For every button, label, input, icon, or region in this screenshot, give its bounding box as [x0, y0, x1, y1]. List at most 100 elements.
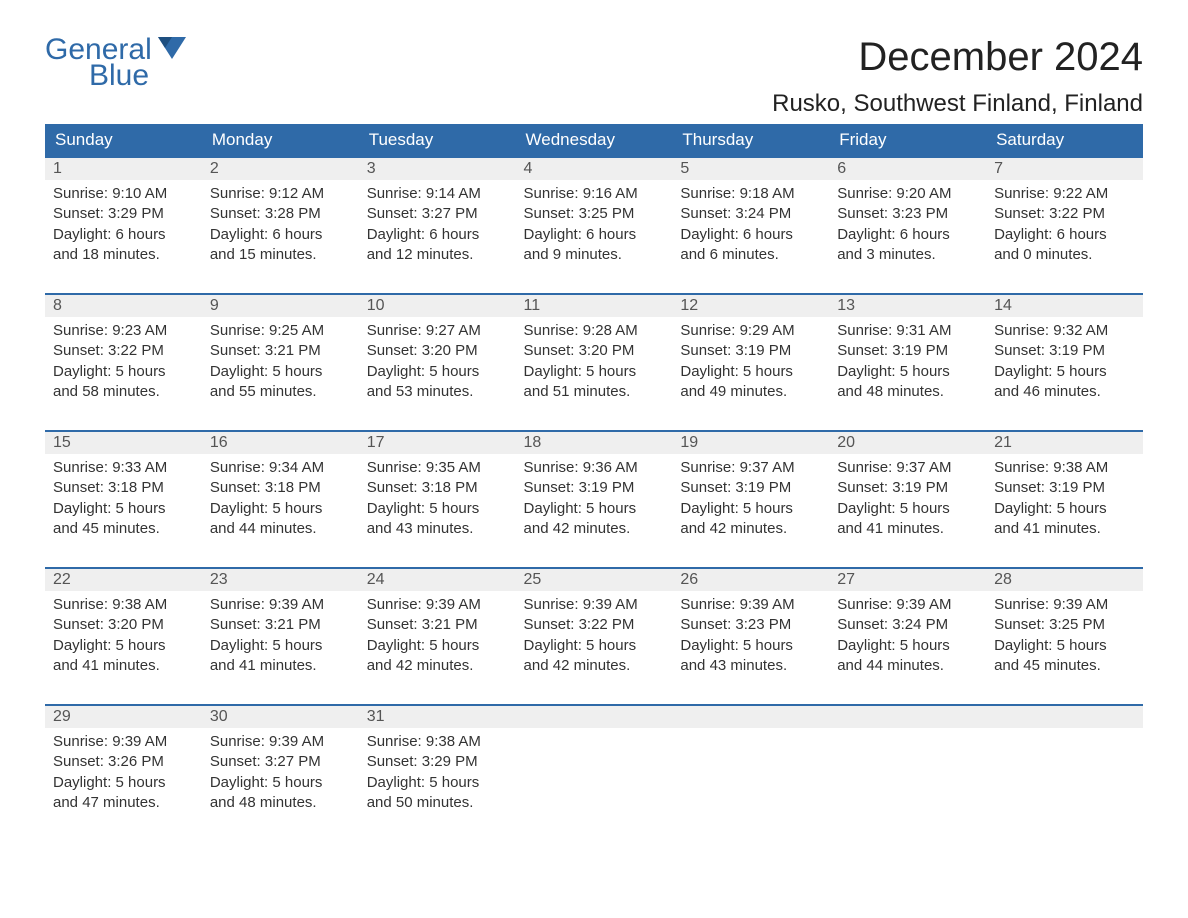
day-cell: Sunrise: 9:39 AMSunset: 3:25 PMDaylight:…	[986, 591, 1143, 705]
day-header: Tuesday	[359, 124, 516, 157]
sunrise-text: Sunrise: 9:39 AM	[210, 595, 351, 615]
day-number: 10	[359, 294, 516, 317]
day-header: Friday	[829, 124, 986, 157]
daylight-text: and 46 minutes.	[994, 382, 1135, 402]
daylight-text: and 58 minutes.	[53, 382, 194, 402]
sunrise-text: Sunrise: 9:39 AM	[53, 732, 194, 752]
sunrise-text: Sunrise: 9:38 AM	[994, 458, 1135, 478]
daylight-text: Daylight: 5 hours	[837, 636, 978, 656]
day-number: 6	[829, 157, 986, 180]
calendar-table: Sunday Monday Tuesday Wednesday Thursday…	[45, 124, 1143, 841]
daylight-text: and 47 minutes.	[53, 793, 194, 813]
daylight-text: Daylight: 5 hours	[210, 362, 351, 382]
daylight-text: and 45 minutes.	[994, 656, 1135, 676]
title-block: December 2024 Rusko, Southwest Finland, …	[772, 35, 1143, 118]
day-number	[672, 705, 829, 728]
day-number: 2	[202, 157, 359, 180]
day-number: 24	[359, 568, 516, 591]
sunrise-text: Sunrise: 9:22 AM	[994, 184, 1135, 204]
day-cell: Sunrise: 9:39 AMSunset: 3:21 PMDaylight:…	[202, 591, 359, 705]
daylight-text: and 49 minutes.	[680, 382, 821, 402]
day-header: Saturday	[986, 124, 1143, 157]
daylight-text: Daylight: 5 hours	[53, 362, 194, 382]
day-number: 26	[672, 568, 829, 591]
calendar-daynum-row: 22232425262728	[45, 568, 1143, 591]
daylight-text: and 41 minutes.	[210, 656, 351, 676]
daylight-text: and 42 minutes.	[524, 656, 665, 676]
daylight-text: Daylight: 5 hours	[53, 636, 194, 656]
daylight-text: and 15 minutes.	[210, 245, 351, 265]
day-cell: Sunrise: 9:39 AMSunset: 3:26 PMDaylight:…	[45, 728, 202, 841]
sunset-text: Sunset: 3:21 PM	[210, 615, 351, 635]
sunset-text: Sunset: 3:20 PM	[524, 341, 665, 361]
sunrise-text: Sunrise: 9:38 AM	[53, 595, 194, 615]
sunrise-text: Sunrise: 9:23 AM	[53, 321, 194, 341]
day-cell: Sunrise: 9:38 AMSunset: 3:19 PMDaylight:…	[986, 454, 1143, 568]
sunset-text: Sunset: 3:19 PM	[994, 341, 1135, 361]
day-cell: Sunrise: 9:31 AMSunset: 3:19 PMDaylight:…	[829, 317, 986, 431]
daylight-text: Daylight: 5 hours	[367, 773, 508, 793]
day-cell	[516, 728, 673, 841]
sunset-text: Sunset: 3:22 PM	[524, 615, 665, 635]
daylight-text: and 43 minutes.	[367, 519, 508, 539]
daylight-text: Daylight: 6 hours	[367, 225, 508, 245]
day-number: 31	[359, 705, 516, 728]
day-header: Thursday	[672, 124, 829, 157]
daylight-text: and 42 minutes.	[524, 519, 665, 539]
sunrise-text: Sunrise: 9:16 AM	[524, 184, 665, 204]
day-header: Monday	[202, 124, 359, 157]
day-number: 17	[359, 431, 516, 454]
daylight-text: and 41 minutes.	[837, 519, 978, 539]
day-number: 11	[516, 294, 673, 317]
day-header: Wednesday	[516, 124, 673, 157]
sunset-text: Sunset: 3:19 PM	[994, 478, 1135, 498]
sunset-text: Sunset: 3:19 PM	[837, 341, 978, 361]
daylight-text: and 51 minutes.	[524, 382, 665, 402]
sunset-text: Sunset: 3:22 PM	[53, 341, 194, 361]
day-cell: Sunrise: 9:39 AMSunset: 3:21 PMDaylight:…	[359, 591, 516, 705]
sunrise-text: Sunrise: 9:10 AM	[53, 184, 194, 204]
daylight-text: Daylight: 5 hours	[367, 362, 508, 382]
daylight-text: Daylight: 5 hours	[210, 773, 351, 793]
day-number: 5	[672, 157, 829, 180]
sunset-text: Sunset: 3:25 PM	[994, 615, 1135, 635]
day-cell: Sunrise: 9:23 AMSunset: 3:22 PMDaylight:…	[45, 317, 202, 431]
sunrise-text: Sunrise: 9:34 AM	[210, 458, 351, 478]
day-cell: Sunrise: 9:39 AMSunset: 3:27 PMDaylight:…	[202, 728, 359, 841]
day-cell: Sunrise: 9:38 AMSunset: 3:29 PMDaylight:…	[359, 728, 516, 841]
day-cell: Sunrise: 9:38 AMSunset: 3:20 PMDaylight:…	[45, 591, 202, 705]
daylight-text: Daylight: 5 hours	[524, 499, 665, 519]
sunset-text: Sunset: 3:29 PM	[367, 752, 508, 772]
sunset-text: Sunset: 3:19 PM	[680, 341, 821, 361]
daylight-text: Daylight: 6 hours	[994, 225, 1135, 245]
daylight-text: and 42 minutes.	[367, 656, 508, 676]
daylight-text: Daylight: 6 hours	[680, 225, 821, 245]
daylight-text: Daylight: 5 hours	[837, 499, 978, 519]
sunrise-text: Sunrise: 9:36 AM	[524, 458, 665, 478]
daylight-text: Daylight: 6 hours	[837, 225, 978, 245]
day-number: 8	[45, 294, 202, 317]
daylight-text: Daylight: 6 hours	[524, 225, 665, 245]
day-number: 19	[672, 431, 829, 454]
daylight-text: and 55 minutes.	[210, 382, 351, 402]
day-number: 18	[516, 431, 673, 454]
sunset-text: Sunset: 3:22 PM	[994, 204, 1135, 224]
daylight-text: and 41 minutes.	[53, 656, 194, 676]
daylight-text: Daylight: 5 hours	[680, 499, 821, 519]
day-number: 12	[672, 294, 829, 317]
daylight-text: and 41 minutes.	[994, 519, 1135, 539]
daylight-text: and 0 minutes.	[994, 245, 1135, 265]
sunset-text: Sunset: 3:27 PM	[367, 204, 508, 224]
sunset-text: Sunset: 3:26 PM	[53, 752, 194, 772]
day-cell	[829, 728, 986, 841]
calendar-header-row: Sunday Monday Tuesday Wednesday Thursday…	[45, 124, 1143, 157]
daylight-text: Daylight: 6 hours	[53, 225, 194, 245]
day-number: 13	[829, 294, 986, 317]
calendar-daynum-row: 891011121314	[45, 294, 1143, 317]
daylight-text: and 44 minutes.	[210, 519, 351, 539]
day-cell	[672, 728, 829, 841]
day-cell: Sunrise: 9:32 AMSunset: 3:19 PMDaylight:…	[986, 317, 1143, 431]
day-cell: Sunrise: 9:27 AMSunset: 3:20 PMDaylight:…	[359, 317, 516, 431]
daylight-text: Daylight: 6 hours	[210, 225, 351, 245]
logo: General Blue	[45, 35, 186, 91]
